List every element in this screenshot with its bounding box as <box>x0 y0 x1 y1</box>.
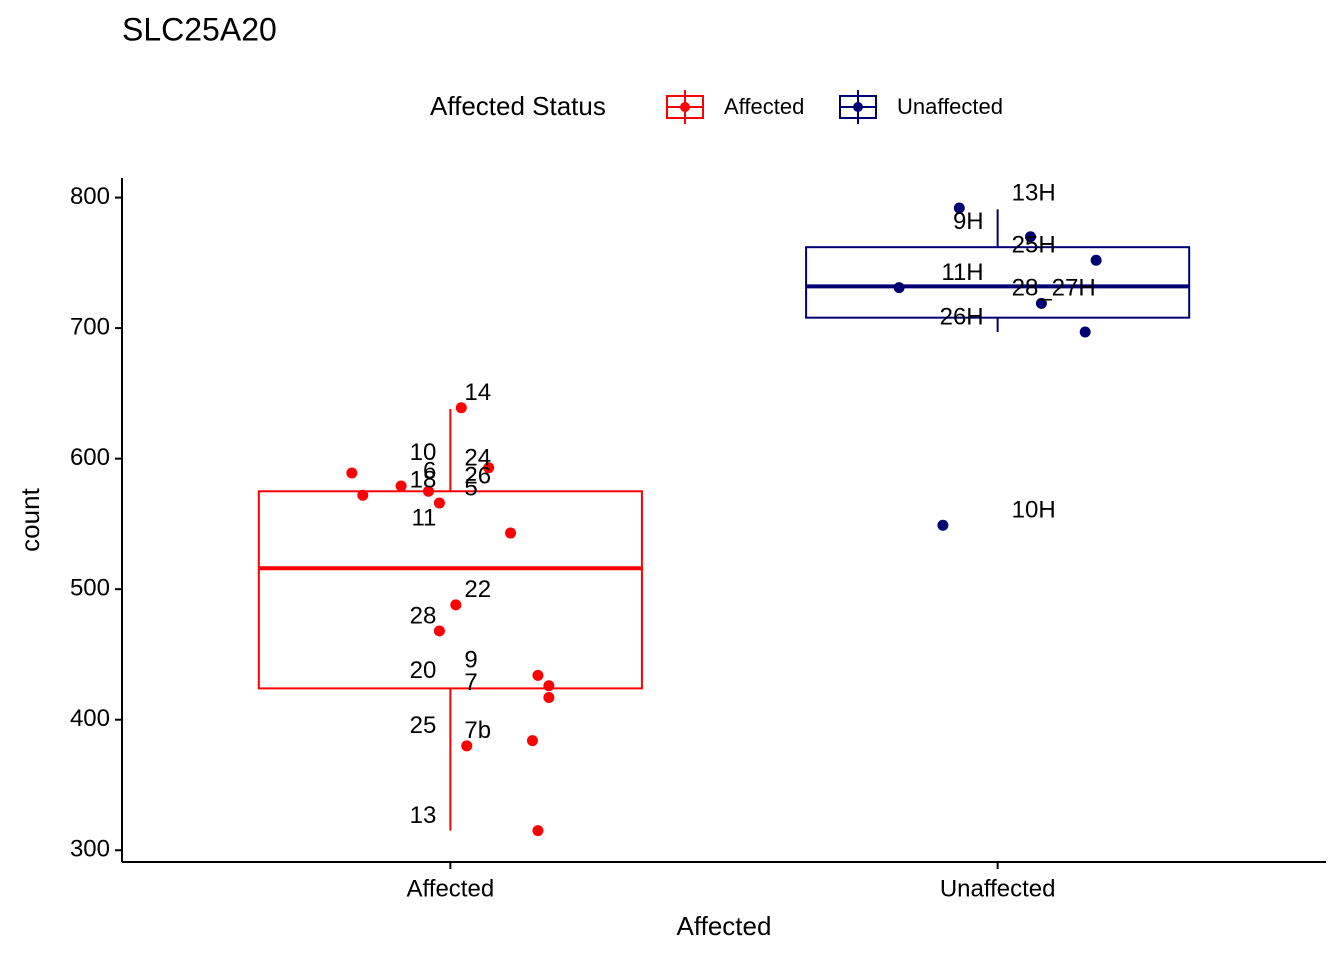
point <box>543 680 555 692</box>
point-label: 9H <box>953 208 984 235</box>
point <box>1024 231 1036 243</box>
y-tick-label: 700 <box>70 313 110 340</box>
point <box>395 480 407 492</box>
point-label: 25H <box>1012 232 1056 259</box>
y-tick-label: 600 <box>70 444 110 471</box>
point <box>357 489 369 501</box>
legend-label: Affected <box>724 94 804 119</box>
y-axis-title: count <box>15 487 45 551</box>
point <box>483 462 495 474</box>
point <box>953 202 965 214</box>
point <box>893 282 905 294</box>
point <box>1079 326 1091 338</box>
chart-title: SLC25A20 <box>122 11 277 47</box>
point-label: 13 <box>410 802 437 829</box>
legend-key <box>853 102 863 112</box>
y-tick-label: 300 <box>70 836 110 863</box>
x-axis-title: Affected <box>677 911 772 941</box>
point-label: 10 <box>410 439 437 466</box>
point-label: 20 <box>410 657 437 684</box>
point <box>450 599 462 611</box>
point-label: 7 <box>464 669 477 696</box>
point-label: 10H <box>1012 497 1056 524</box>
point <box>461 740 473 752</box>
point-label: 24 <box>464 444 491 471</box>
legend-title: Affected Status <box>430 91 606 121</box>
point <box>526 735 538 747</box>
point-label: 28_27H <box>1012 275 1096 302</box>
point <box>532 669 544 681</box>
point-label: 26H <box>940 303 984 330</box>
point <box>422 485 434 497</box>
box <box>805 246 1191 319</box>
point <box>543 692 555 704</box>
point-label: 13H <box>1012 179 1056 206</box>
point <box>1090 254 1102 266</box>
point <box>455 402 467 414</box>
point-label: 25 <box>410 712 437 739</box>
point-label: 5 <box>464 474 477 501</box>
point-label: 11H <box>941 259 983 286</box>
point <box>937 519 949 531</box>
y-tick-label: 500 <box>70 575 110 602</box>
point <box>1035 297 1047 309</box>
point <box>346 467 358 479</box>
point-label: 11 <box>411 504 436 531</box>
point <box>532 825 544 837</box>
point-label: 22 <box>464 576 491 603</box>
y-tick-label: 800 <box>70 183 110 210</box>
box <box>257 490 643 690</box>
point-label: 28 <box>410 602 437 629</box>
x-tick-label: Affected <box>407 875 495 902</box>
point <box>505 527 517 539</box>
point-label: 14 <box>464 379 491 406</box>
y-tick-label: 400 <box>70 705 110 732</box>
point <box>433 625 445 637</box>
legend-key <box>680 102 690 112</box>
x-tick-label: Unaffected <box>940 875 1056 902</box>
point-label: 18 <box>410 467 437 494</box>
point-label: 7b <box>464 717 491 744</box>
legend-label: Unaffected <box>897 94 1003 119</box>
point <box>433 497 445 509</box>
point-label: 26 <box>464 463 491 490</box>
point-label: 6 <box>423 457 436 484</box>
point-label: 9 <box>464 647 477 674</box>
